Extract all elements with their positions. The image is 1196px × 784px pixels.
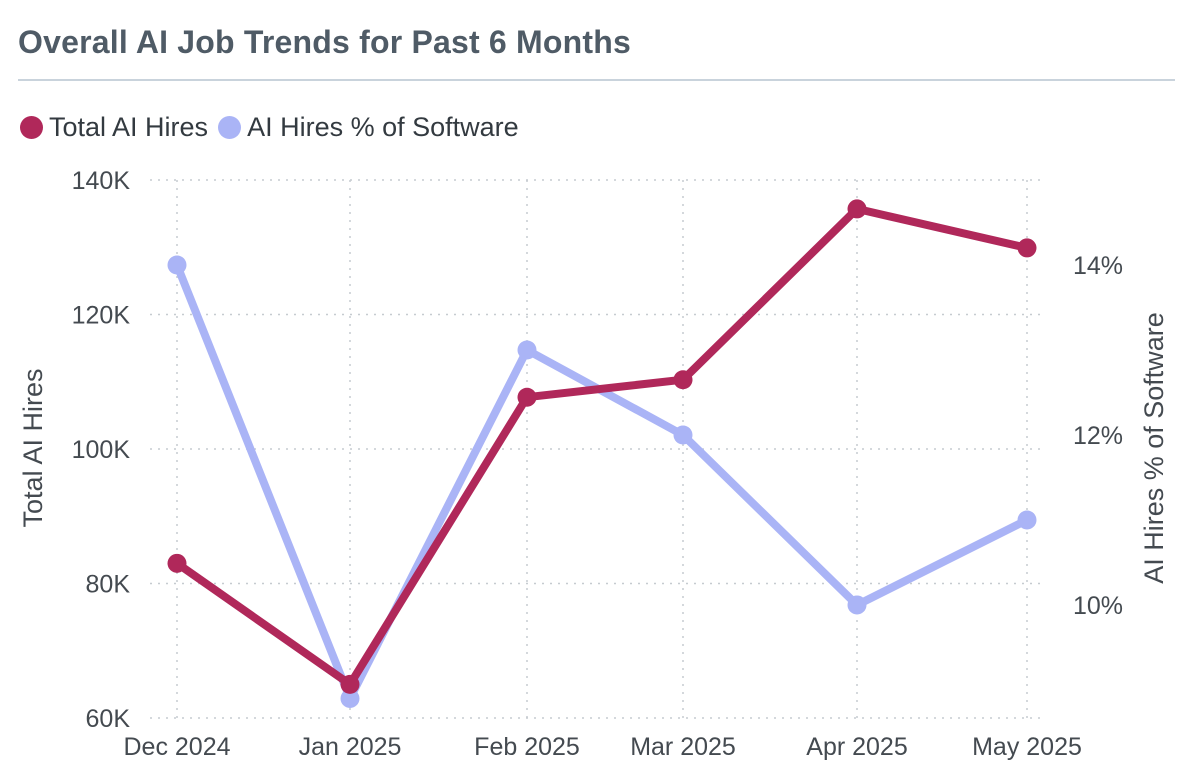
- legend: Total AI Hires AI Hires % of Software: [20, 112, 529, 143]
- legend-label-ai-hires-pct: AI Hires % of Software: [247, 112, 519, 142]
- legend-label-total-ai-hires: Total AI Hires: [49, 112, 209, 142]
- x-tick-label: Dec 2024: [123, 733, 230, 761]
- x-tick-label: Mar 2025: [630, 733, 736, 761]
- y-right-tick-label: 12%: [1073, 422, 1123, 450]
- data-point-total-ai-hires[interactable]: [167, 553, 187, 573]
- y-left-tick-label: 80K: [86, 571, 131, 599]
- data-point-total-ai-hires[interactable]: [340, 674, 360, 694]
- y-left-tick-label: 120K: [72, 302, 131, 330]
- series-line-ai-hires-pct: [173, 261, 1031, 703]
- y-right-tick-label: 10%: [1073, 592, 1123, 620]
- y-left-tick-label: 100K: [72, 436, 131, 464]
- series-line-total-ai-hires: [173, 204, 1031, 689]
- data-point-ai-hires-pct[interactable]: [167, 255, 187, 275]
- data-point-ai-hires-pct[interactable]: [517, 340, 537, 360]
- legend-marker-total-ai-hires: [20, 116, 43, 139]
- data-point-total-ai-hires[interactable]: [517, 387, 537, 407]
- y-left-tick-label: 60K: [86, 705, 131, 733]
- data-point-total-ai-hires[interactable]: [673, 370, 693, 390]
- data-point-ai-hires-pct[interactable]: [1017, 510, 1037, 530]
- legend-marker-ai-hires-pct: [218, 116, 242, 139]
- data-point-ai-hires-pct[interactable]: [340, 688, 360, 708]
- y-right-axis-title: AI Hires % of Software: [1139, 312, 1169, 584]
- y-left-tick-label: 140K: [72, 167, 131, 195]
- y-right-tick-label: 14%: [1073, 252, 1123, 280]
- x-tick-label: May 2025: [972, 733, 1082, 761]
- data-point-ai-hires-pct[interactable]: [847, 595, 867, 615]
- axis-ticks: 60K 80K 100K 120K 140K Dec 2024 Jan 2025 Feb 20…: [72, 167, 1123, 761]
- title-divider: [18, 79, 1175, 81]
- x-tick-label: Apr 2025: [806, 733, 907, 761]
- x-tick-label: Feb 2025: [474, 733, 580, 761]
- legend-item-ai-hires-pct[interactable]: AI Hires % of Software: [218, 112, 519, 143]
- data-point-total-ai-hires[interactable]: [847, 199, 867, 219]
- series-layer: [167, 199, 1037, 708]
- x-tick-label: Jan 2025: [299, 733, 402, 761]
- data-point-ai-hires-pct[interactable]: [673, 425, 693, 445]
- y-left-axis-title: Total AI Hires: [18, 368, 48, 527]
- data-point-total-ai-hires[interactable]: [1017, 238, 1037, 258]
- chart-title: Overall AI Job Trends for Past 6 Months: [18, 24, 631, 60]
- legend-item-total-ai-hires[interactable]: Total AI Hires: [20, 112, 208, 143]
